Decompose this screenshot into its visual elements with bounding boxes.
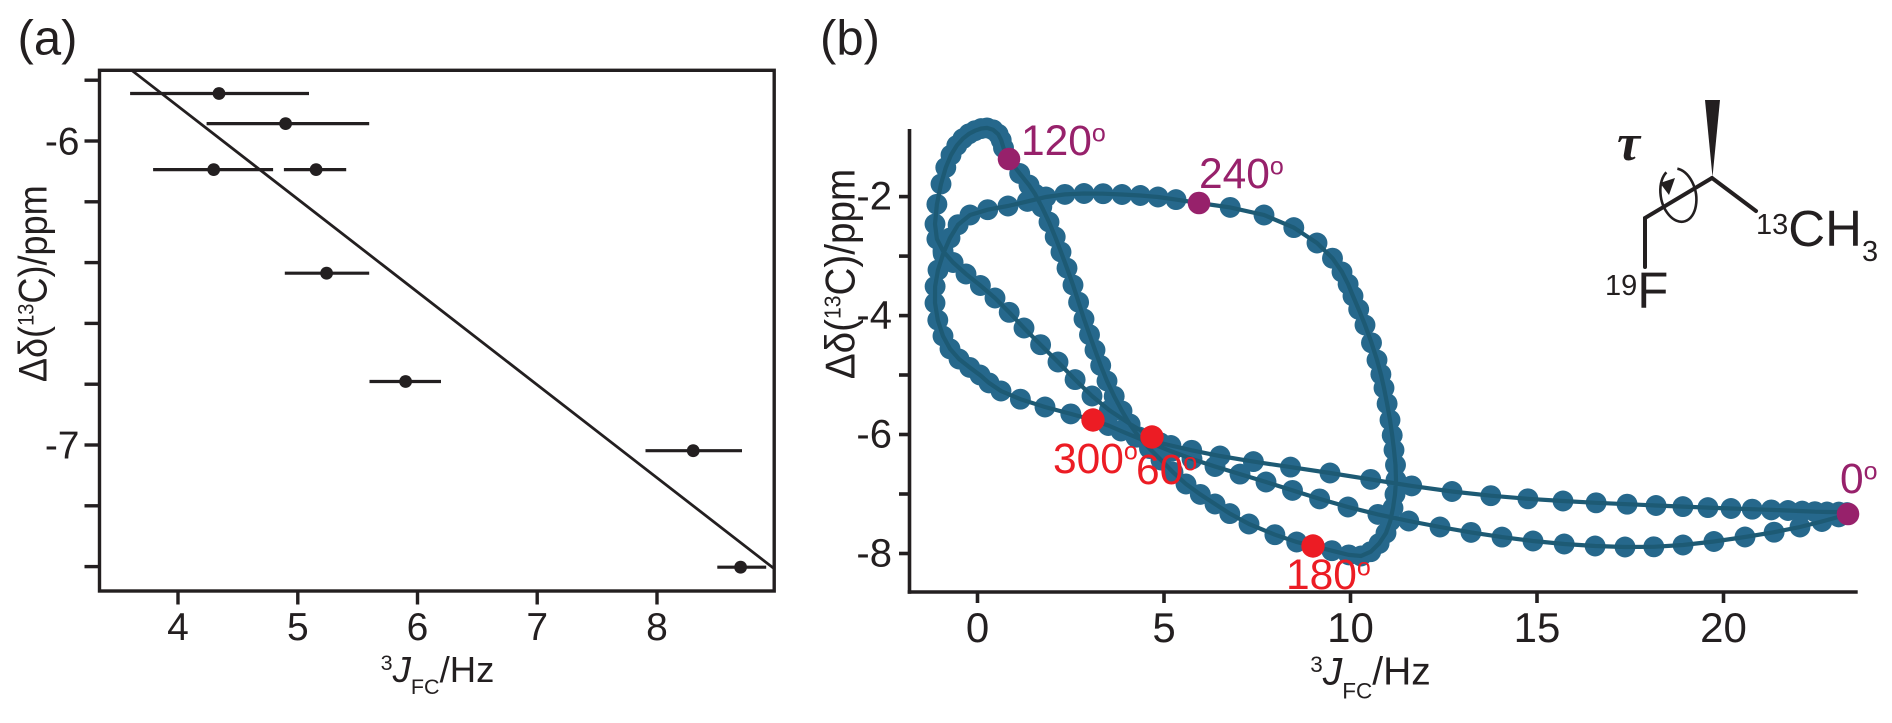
svg-text:180o: 180o (1286, 552, 1371, 599)
svg-text:5: 5 (1152, 604, 1175, 651)
svg-text:240o: 240o (1199, 151, 1284, 198)
svg-text:3JFC/Hz: 3JFC/Hz (1310, 651, 1431, 704)
svg-text:3JFC/Hz: 3JFC/Hz (381, 649, 495, 699)
svg-text:5: 5 (287, 606, 309, 649)
svg-text:19F: 19F (1605, 262, 1668, 319)
svg-text:120o: 120o (1021, 118, 1106, 165)
svg-text:4: 4 (167, 606, 189, 649)
svg-text:8: 8 (646, 606, 668, 649)
svg-text:10: 10 (1327, 604, 1374, 651)
svg-text:Δδ(13C)/ppm: Δδ(13C)/ppm (12, 185, 56, 382)
svg-text:0: 0 (966, 604, 989, 651)
svg-text:-4: -4 (856, 294, 892, 338)
svg-text:300o: 300o (1053, 436, 1138, 483)
svg-text:7: 7 (526, 606, 548, 649)
svg-text:τ: τ (1617, 115, 1642, 172)
svg-text:6: 6 (407, 606, 429, 649)
svg-text:(b): (b) (820, 12, 880, 66)
svg-text:-6: -6 (856, 413, 892, 457)
svg-text:13CH3: 13CH3 (1756, 200, 1878, 268)
svg-text:Δδ(13C)/ppm: Δδ(13C)/ppm (816, 169, 864, 379)
svg-text:20: 20 (1700, 604, 1747, 651)
svg-text:-6: -6 (45, 121, 80, 164)
svg-text:-7: -7 (45, 425, 80, 468)
svg-text:(a): (a) (18, 12, 78, 66)
svg-text:-8: -8 (856, 532, 892, 576)
svg-text:-2: -2 (856, 175, 892, 219)
svg-text:15: 15 (1514, 604, 1561, 651)
